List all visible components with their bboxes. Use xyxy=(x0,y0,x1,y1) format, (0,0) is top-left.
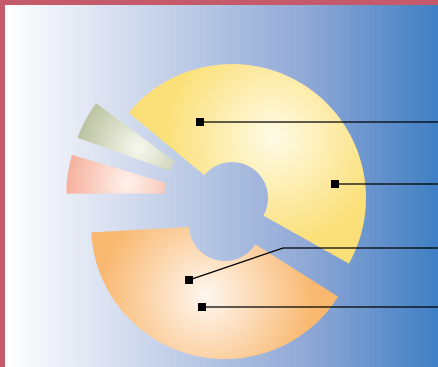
slice-group xyxy=(66,64,366,360)
exploded-donut-chart xyxy=(66,64,438,360)
leader-marker-2 xyxy=(331,180,339,188)
leader-marker-4 xyxy=(198,303,206,311)
pie-slice-3 xyxy=(66,154,166,194)
leader-marker-1 xyxy=(196,118,204,126)
leader-line-group xyxy=(185,118,438,311)
pie-slice-4 xyxy=(77,103,175,171)
pie-slice-1 xyxy=(128,64,366,264)
leader-marker-3 xyxy=(185,276,193,284)
pie-slice-2 xyxy=(91,227,339,360)
leader-line-3 xyxy=(188,247,438,281)
